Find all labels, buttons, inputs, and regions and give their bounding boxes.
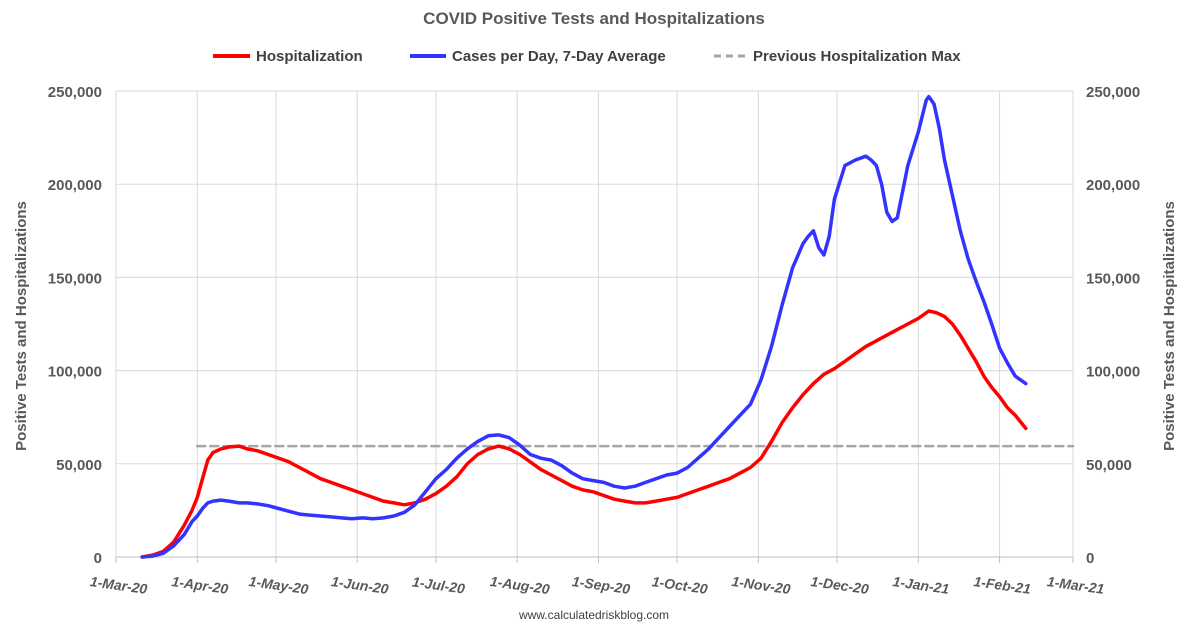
x-tick-label: 1-Oct-20 <box>651 573 709 597</box>
x-tick-label: 1-Apr-20 <box>171 573 230 597</box>
y-tick-label-right: 0 <box>1086 550 1094 567</box>
y-tick-label-right: 50,000 <box>1086 457 1132 474</box>
y-tick-label-left: 250,000 <box>48 84 102 101</box>
y-tick-label-left: 0 <box>94 550 102 567</box>
x-tick-label: 1-Aug-20 <box>489 573 551 597</box>
y-tick-label-right: 250,000 <box>1086 84 1140 101</box>
y-tick-label-left: 150,000 <box>48 270 102 287</box>
x-tick-label: 1-May-20 <box>248 573 310 597</box>
x-tick-label: 1-Feb-21 <box>973 573 1032 597</box>
x-tick-label: 1-Jun-20 <box>330 573 389 597</box>
y-axis-right: 0 50,000 100,000 150,000 200,000 250,000 <box>1086 84 1140 567</box>
y-tick-label-right: 150,000 <box>1086 270 1140 287</box>
x-tick-label: 1-Mar-20 <box>89 573 148 597</box>
gridlines <box>116 90 1073 558</box>
chart-title: COVID Positive Tests and Hospitalization… <box>423 9 765 28</box>
series-layer <box>140 94 1075 559</box>
y-tick-label-left: 100,000 <box>48 364 102 381</box>
source-credit: www.calculatedriskblog.com <box>518 608 669 622</box>
series-cases-line <box>140 94 1028 559</box>
legend-cases-label: Cases per Day, 7-Day Average <box>452 48 666 65</box>
y-tick-label-left: 50,000 <box>56 457 102 474</box>
series-hospitalization-line <box>140 309 1028 559</box>
y-axis-left: 0 50,000 100,000 150,000 200,000 250,000 <box>48 84 102 567</box>
y-axis-title-left: Positive Tests and Hospitalizations <box>13 201 30 451</box>
x-gridlines <box>115 91 1074 563</box>
x-tick-label: 1-Mar-21 <box>1046 573 1105 597</box>
legend-hospitalization-label: Hospitalization <box>256 48 363 65</box>
x-tick-label: 1-Sep-20 <box>571 573 631 597</box>
x-tick-label: 1-Nov-20 <box>731 573 792 597</box>
x-tick-label: 1-Jan-21 <box>892 573 951 597</box>
y-tick-label-left: 200,000 <box>48 177 102 194</box>
y-tick-label-right: 200,000 <box>1086 177 1140 194</box>
y-axis-title-right: Positive Tests and Hospitalizations <box>1161 201 1178 451</box>
legend-previous-max-label: Previous Hospitalization Max <box>753 48 961 65</box>
x-axis: 1-Mar-20 1-Apr-20 1-May-20 1-Jun-20 1-Jul-20… <box>89 573 1105 597</box>
legend: Hospitalization Cases per Day, 7-Day Ave… <box>213 48 961 65</box>
x-tick-label: 1-Jul-20 <box>411 573 466 596</box>
y-tick-label-right: 100,000 <box>1086 364 1140 381</box>
x-tick-label: 1-Dec-20 <box>810 573 870 597</box>
